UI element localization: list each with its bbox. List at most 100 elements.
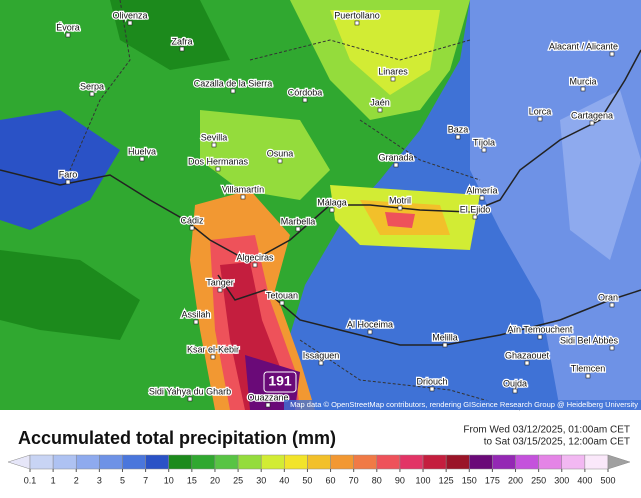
colorbar-label: 100 — [416, 475, 431, 485]
city-label: Sidi Bel Abbès — [560, 335, 619, 345]
city-label: Cádiz — [180, 215, 204, 225]
colorbar-bin — [353, 454, 378, 470]
city-label: Aïn Temouchent — [508, 324, 573, 334]
coastline — [217, 274, 641, 346]
colorbar-bin — [538, 454, 563, 470]
city-marker — [302, 97, 308, 103]
colorbar-label: 250 — [531, 475, 546, 485]
colorbar-bin — [445, 454, 470, 470]
colorbar-label: 80 — [372, 475, 382, 485]
city-marker — [524, 360, 530, 366]
colorbar-bin — [515, 454, 539, 470]
city-marker — [240, 194, 246, 200]
colorbar-bin — [191, 454, 216, 470]
city-marker — [580, 86, 586, 92]
max-marker — [263, 371, 297, 393]
city-marker — [537, 334, 543, 340]
city-label: Ouazzane — [247, 392, 288, 402]
colorbar-label: 0.1 — [24, 475, 37, 485]
city-label: Tanger — [206, 277, 234, 287]
city-label: Évora — [56, 22, 80, 32]
colorbar-bin — [214, 454, 239, 470]
colorbar-label: 10 — [164, 475, 174, 485]
city-marker — [472, 214, 478, 220]
colorbar-bin — [99, 454, 123, 470]
city-marker — [609, 302, 615, 308]
colorbar-arrow — [607, 454, 631, 470]
city-marker — [397, 205, 403, 211]
city-label: Lorca — [529, 106, 552, 116]
colorbar-bin — [29, 454, 54, 470]
colorbar-bin — [330, 454, 354, 470]
colorbar-bin — [399, 454, 424, 470]
colorbar-label: 7 — [143, 475, 148, 485]
city-label: Linares — [378, 66, 408, 76]
colorbar-label: 400 — [577, 475, 592, 485]
map: Olivenza Évora Zafra Puertollano Serpa Cazall… — [0, 0, 641, 411]
colorbar-bin — [168, 454, 193, 470]
city-label: Assilah — [181, 309, 210, 319]
city-marker — [295, 226, 301, 232]
city-label: Osuna — [267, 148, 294, 158]
colorbar-label: 25 — [233, 475, 243, 485]
city-marker — [65, 32, 71, 38]
city-marker — [455, 134, 461, 140]
colorbar-label: 20 — [210, 475, 220, 485]
city-label: Baza — [448, 124, 469, 134]
colorbar-bin — [52, 454, 77, 470]
city-label: Motril — [389, 195, 411, 205]
colorbar-bin — [122, 454, 146, 470]
rain-area — [560, 90, 641, 260]
city-marker — [265, 402, 271, 408]
rain-area — [0, 110, 120, 230]
city-label: Córdoba — [288, 87, 323, 97]
colorbar-label: 175 — [485, 475, 500, 485]
colorbar-bin — [237, 454, 262, 470]
colorbar-label: 2 — [74, 475, 79, 485]
colorbar-bin — [284, 454, 308, 470]
city-marker — [65, 179, 71, 185]
city-marker — [481, 147, 487, 153]
border — [69, 0, 521, 411]
legend-title: Accumulated total precipitation (mm) — [18, 428, 336, 448]
attribution: Map data © OpenStreetMap contributors, r… — [290, 400, 638, 409]
city-label: Tíjola — [473, 137, 495, 147]
city-marker — [252, 262, 258, 268]
colorbar-label: 1 — [51, 475, 56, 485]
city-marker — [189, 225, 195, 231]
city-label: Oran — [598, 292, 618, 302]
city-label: Serpa — [80, 81, 104, 91]
city-marker — [89, 91, 95, 97]
city-label: Ghazaouet — [505, 350, 550, 360]
colorbar-label: 3 — [97, 475, 102, 485]
city-marker — [139, 156, 145, 162]
city-label: Puertollano — [334, 10, 380, 20]
city-label: Almería — [466, 185, 497, 195]
city-label: Málaga — [317, 197, 347, 207]
city-marker — [585, 373, 591, 379]
city-label: Huelva — [128, 146, 156, 156]
city-label: Ksar el-Kebir — [187, 344, 239, 354]
city-marker — [354, 20, 360, 26]
colorbar-bin — [376, 454, 401, 470]
city-label: Marbella — [281, 216, 316, 226]
city-marker — [479, 195, 485, 201]
colorbar-label: 15 — [187, 475, 197, 485]
colorbar-bin — [469, 454, 493, 470]
city-label: Cazalla de la Sierra — [194, 78, 273, 88]
city-marker — [609, 51, 615, 57]
colorbar-label: 90 — [395, 475, 405, 485]
city-label: Driouch — [416, 376, 447, 386]
colorbar-label: 60 — [326, 475, 336, 485]
city-label: Jaén — [370, 97, 390, 107]
city-label: Villamartín — [222, 184, 264, 194]
city-marker — [127, 20, 133, 26]
city-label: Al Hoceima — [347, 319, 393, 329]
city-label: Sevilla — [201, 132, 228, 142]
colorbar-bin — [492, 454, 516, 470]
colorbar-bin — [145, 454, 169, 470]
colorbar-label: 200 — [508, 475, 523, 485]
rain-area — [110, 0, 230, 70]
attribution-bg — [284, 400, 641, 410]
